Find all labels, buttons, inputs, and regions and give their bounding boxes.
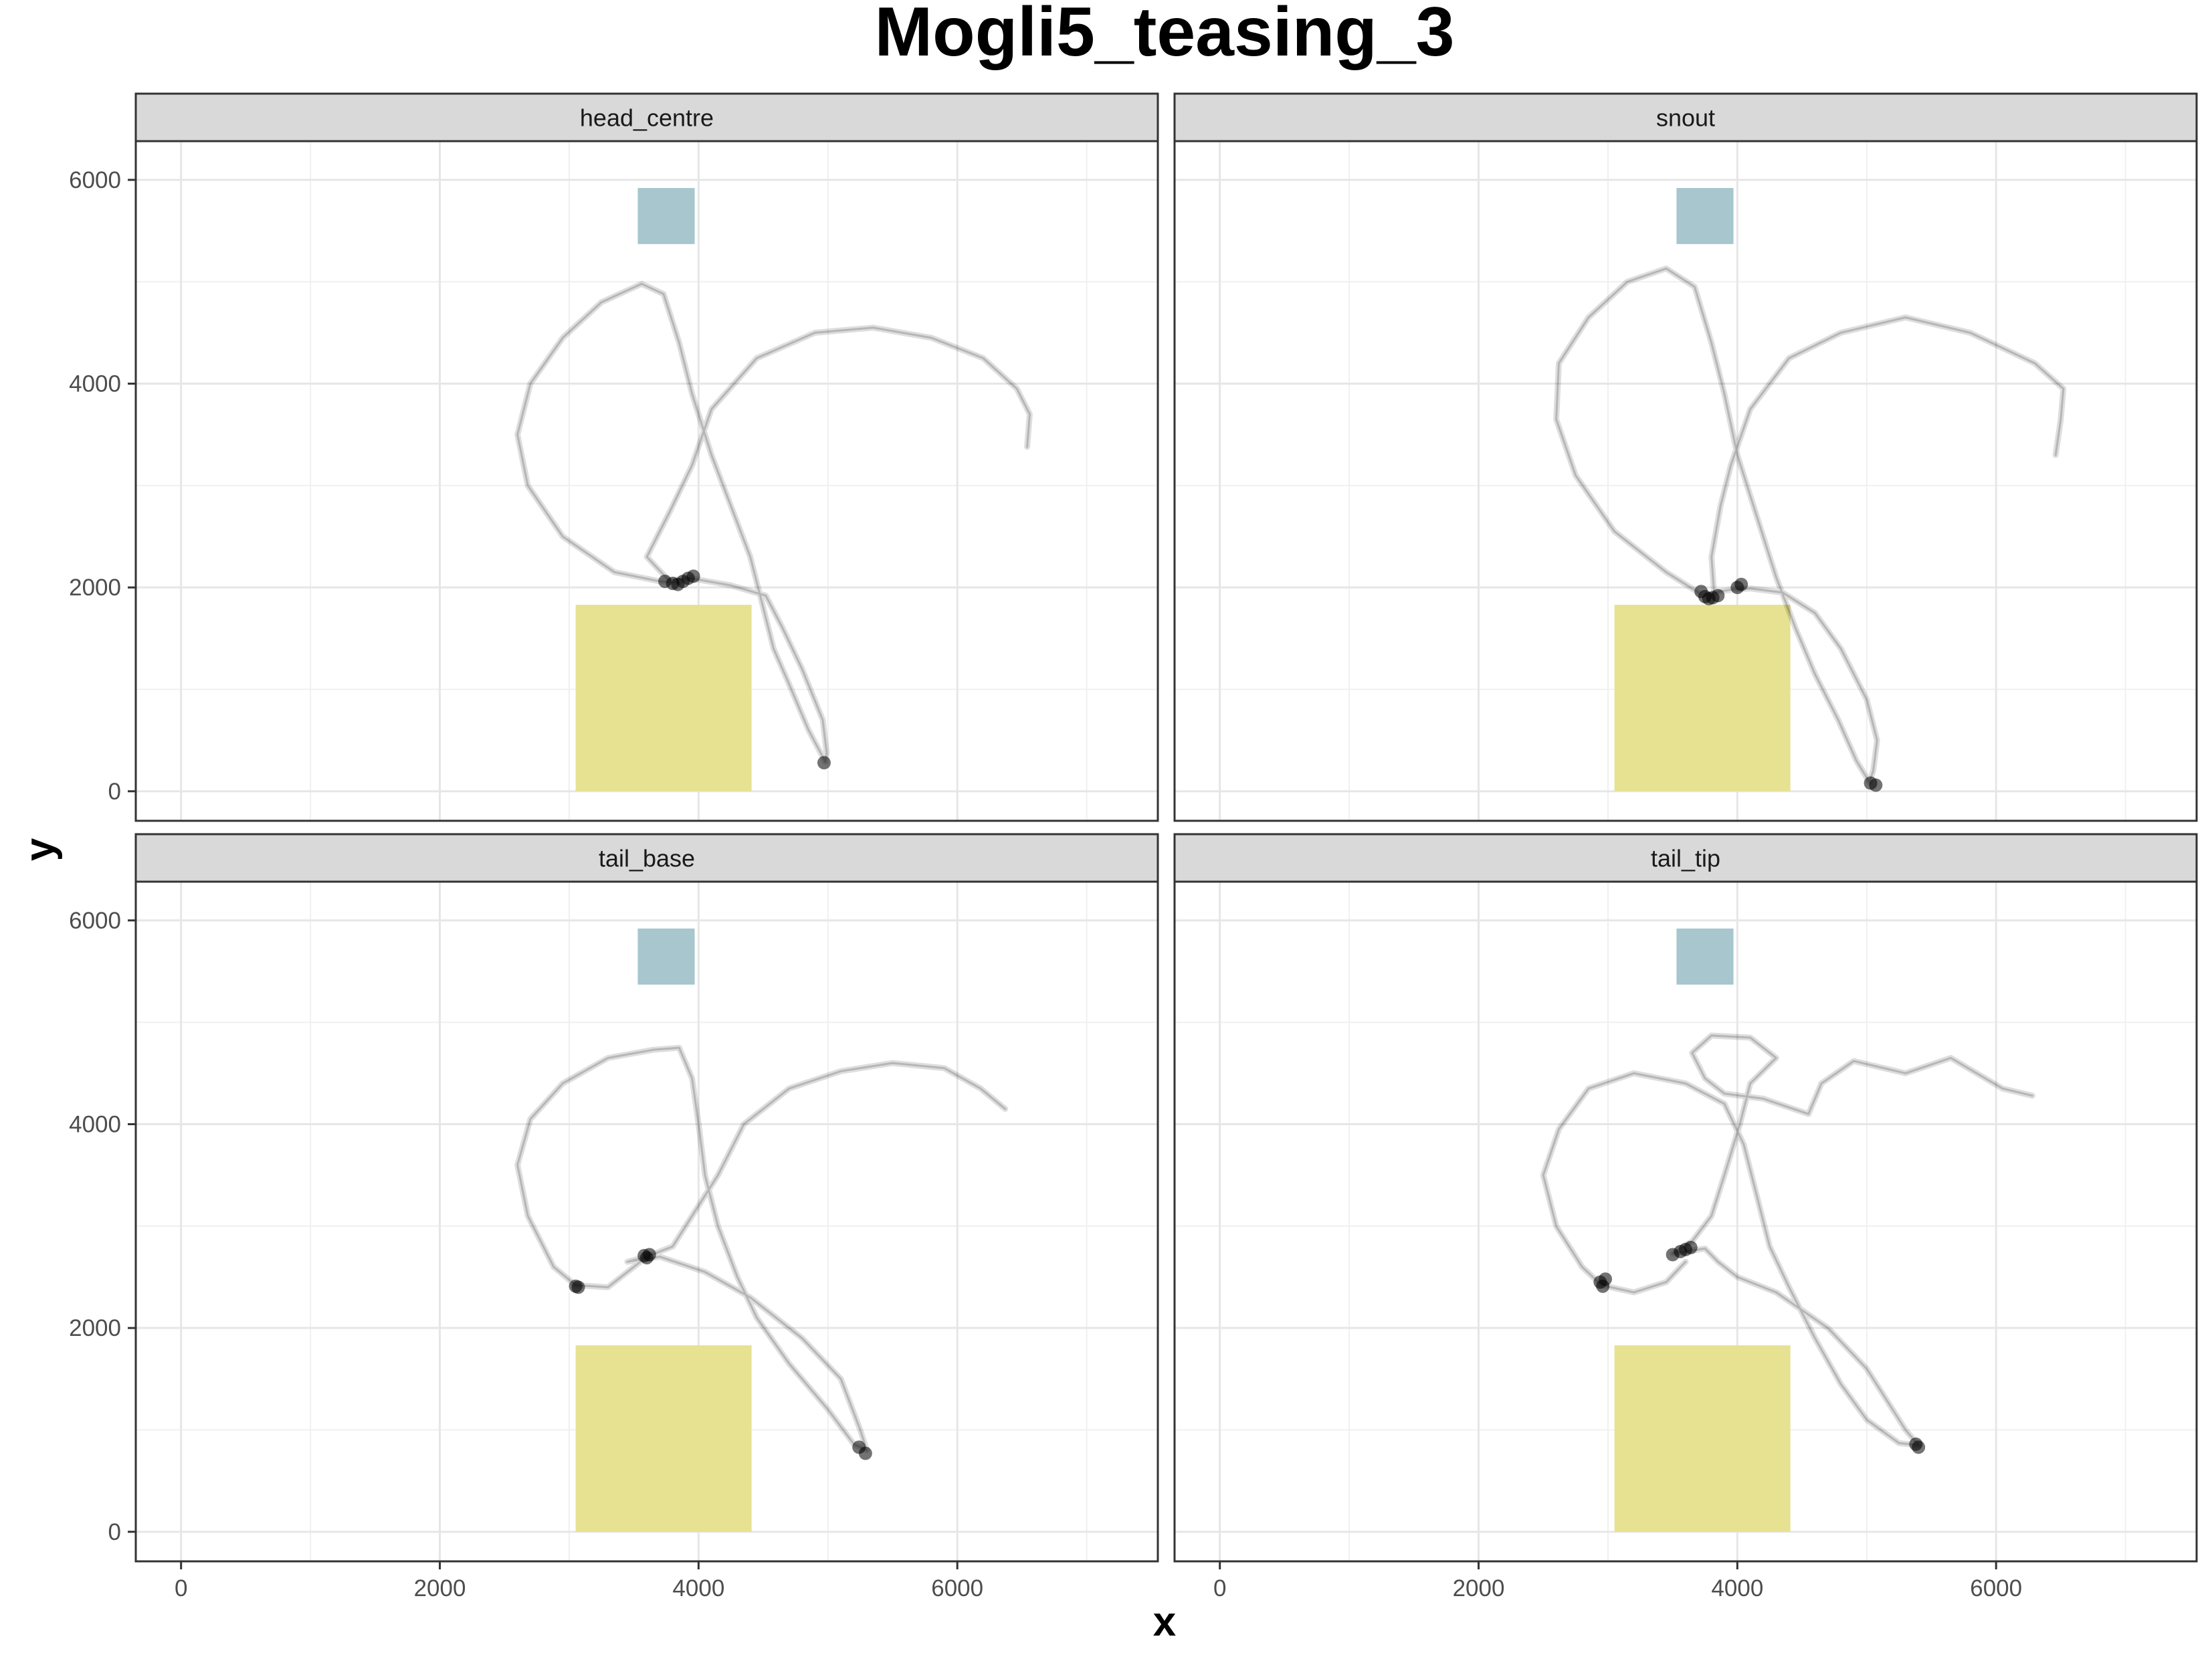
y-tick-label: 6000 (69, 908, 121, 934)
zone-start-area (575, 605, 752, 791)
zone-object (1676, 929, 1734, 985)
x-axis-label: x (1153, 1599, 1177, 1645)
panel-tail_base: tail_base (128, 833, 1159, 1569)
y-tick-label: 4000 (69, 1112, 121, 1138)
panel-border (1173, 880, 2198, 1563)
trajectory-point (1909, 1437, 1923, 1451)
x-tick-label: 6000 (931, 1575, 983, 1601)
x-tick-label: 6000 (1970, 1575, 2022, 1601)
grid-lines (136, 882, 1158, 1561)
trajectory-point (817, 756, 831, 770)
grid-lines (136, 141, 1158, 821)
x-tick-label: 2000 (414, 1575, 466, 1601)
y-tick-label: 4000 (69, 371, 121, 397)
facet-strip-label: tail_base (599, 845, 695, 872)
x-axis-tick-labels: 0 2000 4000 6000 0 2000 4000 6000 (175, 1575, 2022, 1601)
trajectory-point (1694, 585, 1708, 599)
trajectory-point (571, 1280, 585, 1294)
zone-start-area (575, 1345, 752, 1532)
panel-border (134, 880, 1159, 1563)
zone-object (637, 929, 695, 985)
panel-data (1553, 188, 2067, 792)
x-tick-label: 0 (175, 1575, 187, 1601)
facet-strip (1173, 92, 2198, 142)
x-tick-label: 4000 (1711, 1575, 1763, 1601)
trajectory-path-core (1555, 267, 2065, 783)
trajectory-path-core (1542, 1034, 2033, 1446)
y-tick-label: 2000 (69, 1315, 121, 1341)
x-tick-label: 0 (1213, 1575, 1226, 1601)
chart-title: Mogli5_teasing_3 (875, 0, 1455, 71)
grid-lines (1175, 141, 2197, 821)
panel-head_centre: head_centre (128, 92, 1159, 822)
grid-lines (1175, 882, 2197, 1561)
trajectory-point (1711, 589, 1725, 603)
y-tick-label: 0 (108, 779, 121, 805)
trajectory-path (1553, 265, 2067, 785)
y-axis-tick-labels: 0 2000 4000 6000 0 2000 4000 6000 (69, 167, 121, 1545)
panel-tail_tip: tail_tip (1173, 833, 2198, 1569)
zone-object (1676, 188, 1734, 244)
panel-data (514, 929, 1009, 1532)
trajectory-point (686, 569, 700, 583)
trajectory-path-core (516, 1046, 1007, 1452)
panel-snout: snout (1173, 92, 2198, 822)
trajectory-point (852, 1440, 866, 1454)
trajectory-point (1599, 1272, 1613, 1286)
x-tick-label: 2000 (1453, 1575, 1505, 1601)
trajectory-point (1869, 778, 1883, 792)
y-tick-label: 2000 (69, 575, 121, 601)
y-tick-label: 0 (108, 1519, 121, 1545)
facet-strip-label: snout (1656, 104, 1715, 132)
trajectory-point (1734, 577, 1748, 591)
y-axis-label: y (17, 838, 63, 861)
panel-border (1173, 140, 2198, 822)
panel-data (514, 188, 1033, 791)
chart-panels: head_centre snout tail_base tail_tip (128, 92, 2198, 1569)
zone-start-area (1614, 1345, 1791, 1532)
panel-border (134, 140, 1159, 822)
trajectory-point (640, 1251, 653, 1265)
x-tick-label: 4000 (672, 1575, 724, 1601)
zone-object (637, 188, 695, 244)
zone-start-area (1614, 605, 1791, 791)
trajectory-path (514, 1044, 1009, 1454)
trajectory-point (1684, 1240, 1698, 1254)
panel-data (1540, 929, 2035, 1532)
trajectory-path (1540, 1032, 2035, 1448)
facet-strip (134, 92, 1159, 142)
facet-strip (134, 833, 1159, 883)
facet-strip-label: head_centre (580, 104, 714, 132)
trajectory-point (1666, 1248, 1680, 1262)
y-tick-label: 6000 (69, 167, 121, 193)
trajectory-point (658, 575, 672, 589)
facet-strip-label: tail_tip (1651, 845, 1720, 872)
